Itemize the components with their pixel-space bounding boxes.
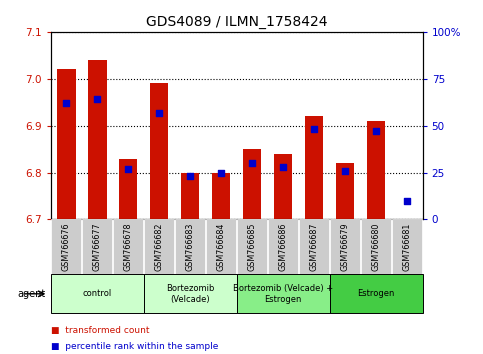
Text: GSM766687: GSM766687 xyxy=(310,223,319,271)
Bar xyxy=(212,173,230,219)
Point xyxy=(372,129,380,134)
Point xyxy=(62,100,70,106)
Bar xyxy=(243,149,261,219)
Point xyxy=(341,168,349,173)
Text: control: control xyxy=(83,289,112,298)
Text: GSM766682: GSM766682 xyxy=(155,223,164,271)
Text: GSM766683: GSM766683 xyxy=(185,223,195,271)
Text: Bortezomib
(Velcade): Bortezomib (Velcade) xyxy=(166,284,214,303)
Point xyxy=(279,164,287,170)
Text: GSM766678: GSM766678 xyxy=(124,223,133,271)
Text: Estrogen: Estrogen xyxy=(357,289,395,298)
Bar xyxy=(57,69,75,219)
Point xyxy=(403,198,411,204)
Point xyxy=(248,160,256,166)
Bar xyxy=(88,60,107,219)
Text: GSM766679: GSM766679 xyxy=(341,223,350,271)
Text: GSM766685: GSM766685 xyxy=(248,223,256,271)
Title: GDS4089 / ILMN_1758424: GDS4089 / ILMN_1758424 xyxy=(146,16,327,29)
Text: ■  percentile rank within the sample: ■ percentile rank within the sample xyxy=(51,342,218,351)
Bar xyxy=(367,121,385,219)
Text: GSM766681: GSM766681 xyxy=(403,223,412,271)
Text: GSM766676: GSM766676 xyxy=(62,223,71,271)
Bar xyxy=(336,163,355,219)
Point xyxy=(156,110,163,115)
Text: agent: agent xyxy=(18,289,46,299)
Text: GSM766686: GSM766686 xyxy=(279,223,288,271)
Bar xyxy=(181,173,199,219)
Bar xyxy=(119,159,138,219)
Point xyxy=(217,170,225,175)
Point xyxy=(310,127,318,132)
Text: GSM766684: GSM766684 xyxy=(217,223,226,271)
Bar xyxy=(305,116,324,219)
Text: GSM766680: GSM766680 xyxy=(371,223,381,271)
Bar xyxy=(150,84,169,219)
Point xyxy=(93,97,101,102)
Text: GSM766677: GSM766677 xyxy=(93,223,102,271)
Bar xyxy=(274,154,293,219)
Text: ■  transformed count: ■ transformed count xyxy=(51,326,149,335)
Text: Bortezomib (Velcade) +
Estrogen: Bortezomib (Velcade) + Estrogen xyxy=(233,284,333,303)
Point xyxy=(186,173,194,179)
Point xyxy=(124,166,132,172)
